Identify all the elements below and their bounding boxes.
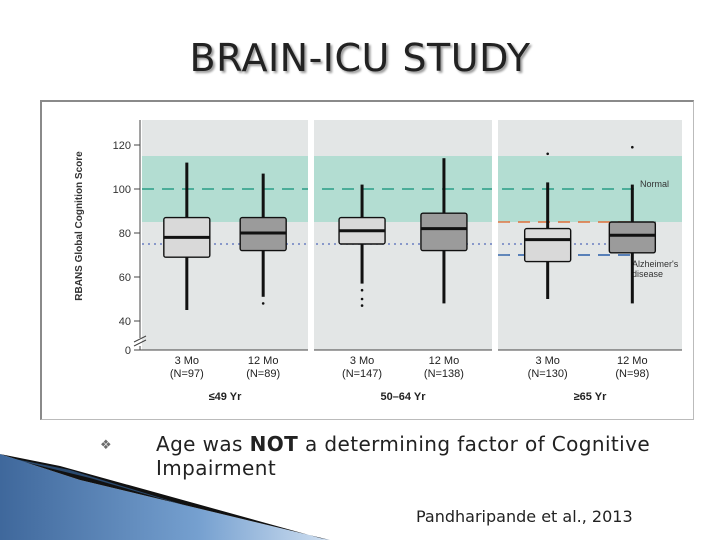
outlier-g1-b0-0 <box>360 288 364 292</box>
group-label-1: 50–64 Yr <box>380 391 426 403</box>
outlier-g2-b0-0 <box>546 152 549 156</box>
y-tick-label-40: 40 <box>119 316 131 328</box>
reference-label-0: Normal <box>640 179 669 189</box>
x-label-n-g2-b1: (N=98) <box>615 368 649 380</box>
reference-label-3-line2: disease <box>632 269 663 279</box>
decorative-swoosh <box>0 454 330 540</box>
bullet-text: Age was NOT a determining factor of Cogn… <box>156 432 651 480</box>
x-label-n-g0-b1: (N=89) <box>246 368 280 380</box>
slide-title: BRAIN-ICU STUDY <box>189 36 531 80</box>
y-tick-label-0: 0 <box>125 345 131 357</box>
box-g2-b1 <box>608 221 657 254</box>
y-tick-label-80: 80 <box>119 228 131 240</box>
axis-break-mark-1 <box>133 335 147 343</box>
outlier-g2-b1-0 <box>631 145 634 149</box>
emphasis-not: NOT <box>249 432 299 456</box>
figure-frame: 0 40 60 80 100 120 RBANS Global Cognition Scor… <box>40 100 694 420</box>
x-label-time-g1-b1: 12 Mo <box>429 355 460 367</box>
citation: Pandharipande et al., 2013 <box>416 507 633 526</box>
axis-break-mark-2 <box>133 339 147 347</box>
x-label-time-g0-b1: 12 Mo <box>248 355 279 367</box>
group-label-0: ≤49 Yr <box>209 391 242 403</box>
y-axis-label: RBANS Global Cognition Score <box>74 151 85 301</box>
y-tick-label-100: 100 <box>113 184 131 196</box>
x-label-time-g2-b1: 12 Mo <box>617 355 648 367</box>
box-plot-chart: 0 40 60 80 100 120 RBANS Global Cognition Scor… <box>74 118 682 403</box>
box-g2-b0 <box>523 227 572 263</box>
x-label-n-g2-b0: (N=130) <box>528 368 568 380</box>
group-label-2: ≥65 Yr <box>574 391 607 403</box>
x-label-n-g1-b0: (N=147) <box>342 368 382 380</box>
outlier-g1-b0-1 <box>360 297 364 301</box>
box-g1-b1 <box>420 212 468 252</box>
x-label-time-g1-b0: 3 Mo <box>350 355 374 367</box>
reference-label-3-line1: Alzheimer's <box>632 259 679 269</box>
outlier-g1-b0-2 <box>360 304 364 307</box>
y-tick-label-60: 60 <box>119 272 131 284</box>
x-label-n-g0-b0: (N=97) <box>170 368 204 380</box>
x-label-n-g1-b1: (N=138) <box>424 368 464 380</box>
panel-separator-1 <box>492 118 498 352</box>
panel-separator-0 <box>308 118 314 352</box>
x-label-time-g0-b0: 3 Mo <box>175 355 199 367</box>
y-tick-label-120: 120 <box>113 140 131 152</box>
x-label-time-g2-b0: 3 Mo <box>535 355 559 367</box>
bullet-diamond-icon: ❖ <box>100 438 112 453</box>
outlier-g0-b1-0 <box>261 302 265 305</box>
